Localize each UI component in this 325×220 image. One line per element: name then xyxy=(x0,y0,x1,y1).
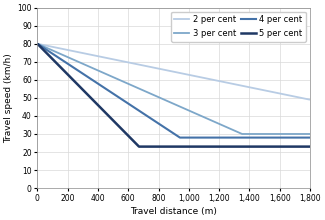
Y-axis label: Travel speed (km/h): Travel speed (km/h) xyxy=(4,53,13,143)
X-axis label: Travel distance (m): Travel distance (m) xyxy=(130,207,217,216)
Legend: 2 per cent, 3 per cent, 4 per cent, 5 per cent: 2 per cent, 3 per cent, 4 per cent, 5 pe… xyxy=(171,12,306,42)
